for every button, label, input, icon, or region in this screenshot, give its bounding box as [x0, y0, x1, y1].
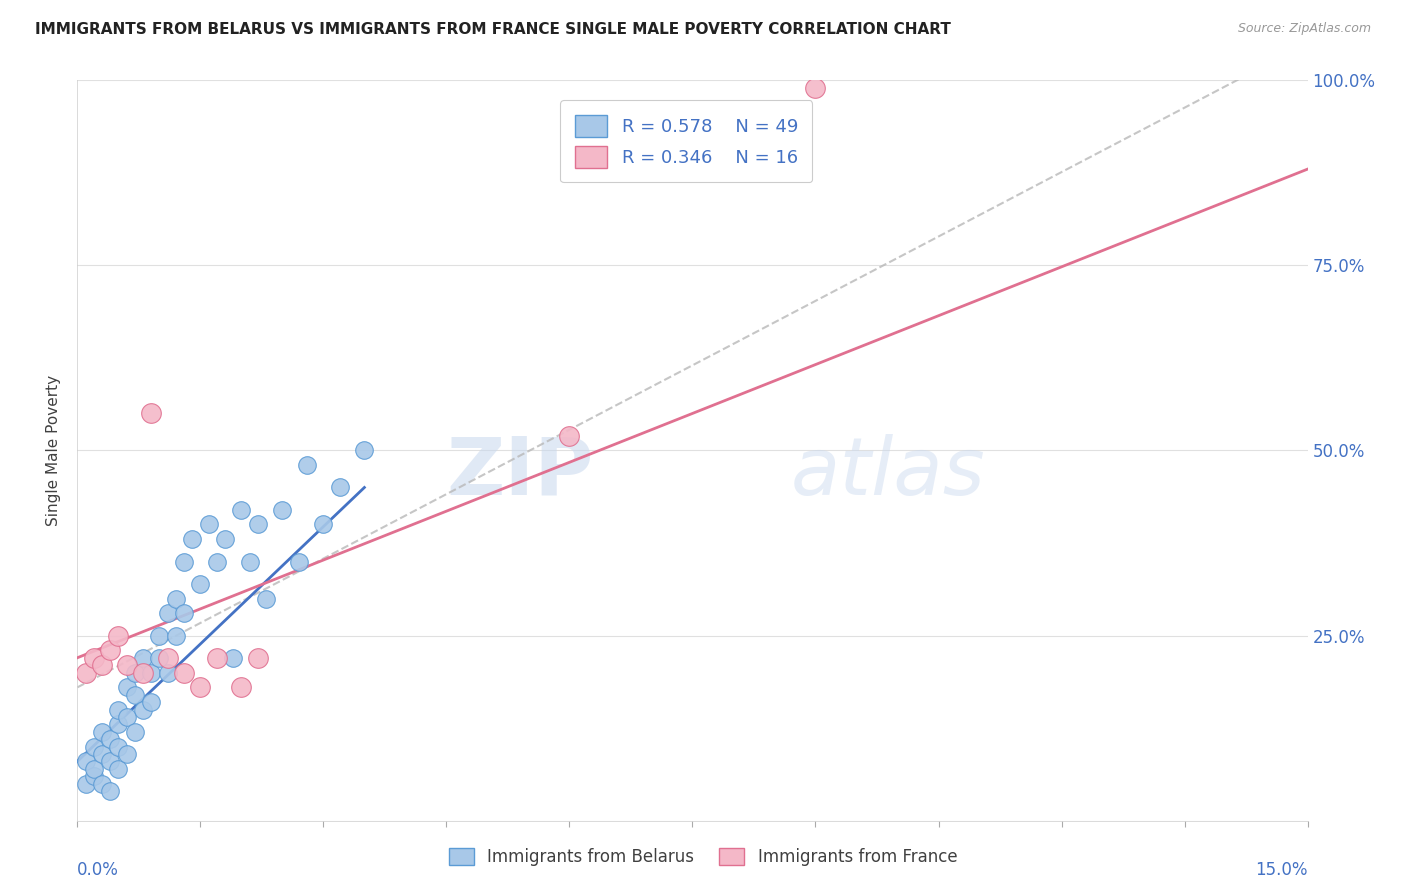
Point	[271, 502, 294, 516]
Point	[124, 688, 146, 702]
Point	[83, 762, 105, 776]
Point	[107, 717, 129, 731]
Point	[75, 776, 97, 791]
Point	[254, 591, 277, 606]
Point	[124, 724, 146, 739]
Point	[329, 480, 352, 494]
Point	[231, 681, 253, 695]
Point	[98, 755, 121, 769]
Point	[90, 747, 114, 761]
Point	[156, 650, 179, 665]
Point	[83, 650, 105, 665]
Point	[188, 576, 212, 591]
Point	[83, 739, 105, 754]
Point	[239, 555, 262, 569]
Point	[107, 739, 129, 754]
Point	[141, 407, 163, 421]
Point	[148, 628, 170, 642]
Point	[173, 555, 195, 569]
Point	[295, 458, 318, 473]
Text: 15.0%: 15.0%	[1256, 862, 1308, 880]
Point	[558, 428, 581, 442]
Point	[90, 724, 114, 739]
Point	[107, 762, 129, 776]
Point	[98, 784, 121, 798]
Point	[173, 665, 195, 680]
Point	[148, 650, 170, 665]
Point	[107, 628, 129, 642]
Point	[804, 80, 827, 95]
Point	[90, 658, 114, 673]
Point	[181, 533, 204, 547]
Point	[246, 650, 269, 665]
Point	[173, 607, 195, 621]
Point	[165, 628, 187, 642]
Point	[98, 732, 121, 747]
Text: IMMIGRANTS FROM BELARUS VS IMMIGRANTS FROM FRANCE SINGLE MALE POVERTY CORRELATIO: IMMIGRANTS FROM BELARUS VS IMMIGRANTS FR…	[35, 22, 950, 37]
Point	[312, 517, 335, 532]
Point	[231, 502, 253, 516]
Point	[156, 665, 179, 680]
Point	[115, 747, 138, 761]
Point	[75, 755, 97, 769]
Point	[83, 769, 105, 783]
Point	[132, 650, 155, 665]
Point	[353, 443, 375, 458]
Point	[107, 703, 129, 717]
Y-axis label: Single Male Poverty: Single Male Poverty	[46, 375, 62, 526]
Legend: Immigrants from Belarus, Immigrants from France: Immigrants from Belarus, Immigrants from…	[440, 840, 966, 875]
Point	[115, 710, 138, 724]
Point	[90, 776, 114, 791]
Point	[132, 703, 155, 717]
Point	[124, 665, 146, 680]
Point	[246, 517, 269, 532]
Point	[205, 650, 228, 665]
Point	[214, 533, 236, 547]
Legend: R = 0.578    N = 49, R = 0.346    N = 16: R = 0.578 N = 49, R = 0.346 N = 16	[560, 101, 813, 182]
Point	[98, 643, 121, 657]
Point	[288, 555, 311, 569]
Point	[132, 665, 155, 680]
Text: Source: ZipAtlas.com: Source: ZipAtlas.com	[1237, 22, 1371, 36]
Point	[222, 650, 245, 665]
Point	[197, 517, 219, 532]
Text: 0.0%: 0.0%	[77, 862, 120, 880]
Point	[115, 681, 138, 695]
Point	[141, 665, 163, 680]
Text: atlas: atlas	[792, 434, 986, 512]
Point	[75, 665, 97, 680]
Point	[141, 695, 163, 709]
Text: ZIP: ZIP	[447, 434, 595, 512]
Point	[188, 681, 212, 695]
Point	[156, 607, 179, 621]
Point	[165, 591, 187, 606]
Point	[115, 658, 138, 673]
Point	[205, 555, 228, 569]
